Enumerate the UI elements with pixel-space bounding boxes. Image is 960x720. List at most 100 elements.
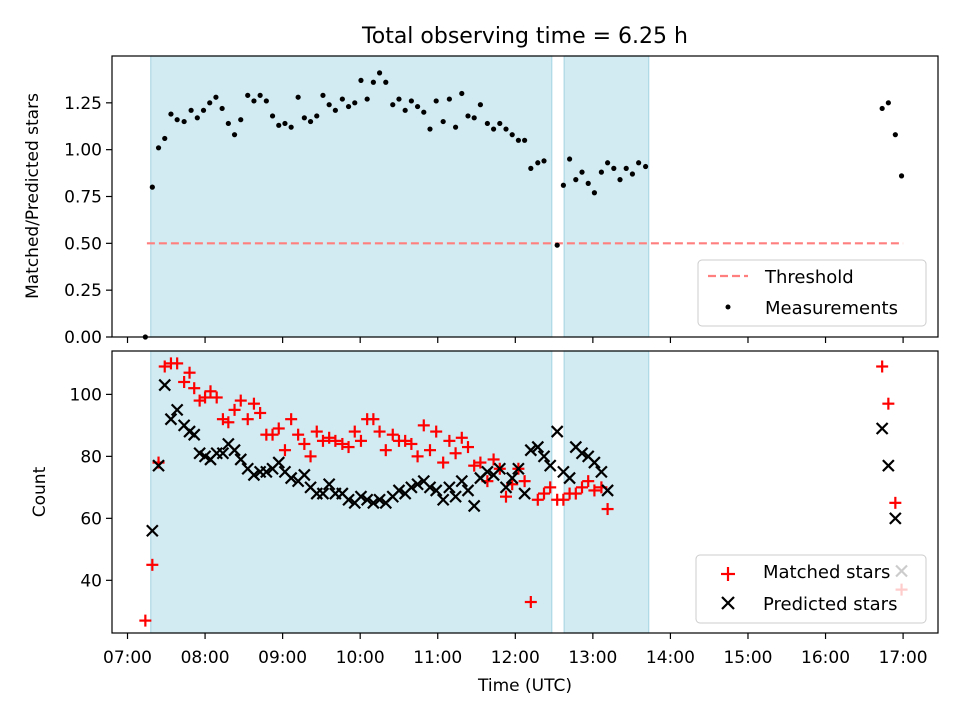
matched-star-point: [183, 366, 196, 379]
matched-star-point: [569, 487, 582, 500]
predicted-star-point: [889, 512, 902, 525]
predicted-legend-swatch: [721, 596, 735, 610]
matched-star-point: [876, 360, 889, 373]
predicted-star-point: [531, 440, 545, 454]
predicted-star-point: [461, 484, 475, 497]
x-tick-label: 07:00: [103, 648, 152, 668]
measurement-point: [339, 96, 345, 102]
predicted-star-point: [449, 490, 462, 503]
predicted-star-point: [152, 459, 165, 472]
matched-star-point: [455, 431, 468, 444]
measurement-point: [535, 160, 541, 166]
matched-star-point: [254, 406, 267, 419]
measurements-legend-label: Measurements: [765, 298, 898, 319]
measurement-point: [605, 160, 611, 166]
measurement-point: [465, 113, 471, 119]
count-y-tick-label: 80: [80, 447, 102, 467]
predicted-star-point: [342, 493, 355, 507]
ratio-y-tick-label: 0.75: [64, 188, 102, 208]
matched-star-point: [298, 437, 311, 450]
predicted-star-point: [537, 450, 551, 463]
measurement-point: [370, 79, 376, 85]
measurement-point: [879, 105, 885, 112]
predicted-star-point: [405, 481, 418, 494]
matched-star-point: [247, 397, 260, 410]
measurement-point: [332, 107, 338, 113]
measurement-point: [364, 96, 370, 102]
matched-star-point: [292, 428, 305, 441]
predicted-star-point: [272, 456, 286, 469]
measurement-point: [314, 113, 320, 119]
predicted-star-point: [284, 471, 298, 485]
measurement-point: [433, 98, 439, 104]
measurement-point: [307, 118, 314, 125]
measurement-point: [149, 184, 155, 190]
measurement-point: [452, 124, 459, 130]
matched-star-point: [449, 447, 462, 460]
predicted-star-point: [875, 422, 889, 435]
measurement-point: [245, 92, 251, 98]
measurement-point: [263, 98, 269, 104]
predicted-star-point: [575, 446, 589, 460]
ratio-legend-box: [697, 259, 927, 327]
measurement-point: [414, 103, 421, 110]
ratio-y-tick-label: 1.25: [64, 94, 102, 114]
x-tick-label: 11:00: [413, 648, 462, 668]
measurement-point: [207, 100, 213, 106]
ratio-panel: 0.00 0.25 0.50 0.75 1.00 1.25 Matched/Predict…: [23, 55, 939, 348]
matched-star-point: [354, 434, 367, 447]
predicted-star-point: [411, 477, 424, 491]
predicted-star-point: [234, 453, 248, 466]
ratio-y-tick-label: 0.00: [64, 328, 102, 348]
matched-star-point: [405, 437, 418, 450]
matched-star-point: [316, 434, 329, 447]
ratio-y-axis-label: Matched/Predicted stars: [23, 93, 43, 299]
predicted-star-point: [524, 443, 538, 457]
matched-star-point: [310, 425, 323, 438]
predicted-star-point: [550, 425, 564, 438]
matched-star-point: [417, 419, 430, 432]
measurement-point: [446, 96, 452, 102]
measurement-point: [231, 132, 238, 138]
measurement-point: [168, 111, 174, 117]
matched-star-point: [188, 382, 201, 395]
measurement-point: [194, 115, 200, 121]
measurement-point: [643, 163, 649, 170]
measurement-point: [427, 126, 433, 132]
x-tick-label: 09:00: [258, 648, 307, 668]
predicted-star-point: [260, 465, 273, 479]
measurement-point: [509, 132, 515, 138]
matched-star-point: [582, 475, 595, 488]
predicted-star-point: [146, 524, 159, 538]
matched-star-point: [524, 596, 537, 609]
predicted-star-point: [505, 471, 519, 485]
matched-star-point: [518, 475, 531, 488]
measurement-point: [383, 79, 389, 85]
x-axis-label: Time (UTC): [477, 676, 572, 696]
predicted-star-point: [518, 487, 531, 500]
threshold-legend-label: Threshold: [764, 267, 854, 288]
predicted-star-point: [543, 459, 557, 472]
matched-star-point: [146, 558, 159, 571]
measurement-point: [162, 135, 168, 142]
measurement-point: [257, 92, 263, 98]
measurement-point: [490, 126, 497, 132]
ratio-observing-window-2: [563, 55, 650, 338]
matched-star-point: [468, 459, 481, 472]
predicted-star-point: [882, 459, 895, 472]
matched-star-point: [386, 428, 399, 441]
matched-star-point: [336, 437, 349, 450]
measurement-point: [225, 120, 231, 127]
measurement-point: [238, 117, 244, 123]
measurement-point: [503, 126, 509, 132]
predicted-star-point: [216, 446, 230, 460]
predicted-star-point: [481, 465, 494, 479]
predicted-star-point: [588, 456, 601, 469]
measurement-point: [345, 103, 352, 110]
measurement-point: [515, 137, 522, 143]
x-tick-label: 08:00: [181, 648, 230, 668]
count-y-tick-label: 40: [80, 571, 102, 591]
ratio-y-tick-label: 0.50: [64, 234, 102, 254]
measurement-point: [611, 165, 617, 171]
